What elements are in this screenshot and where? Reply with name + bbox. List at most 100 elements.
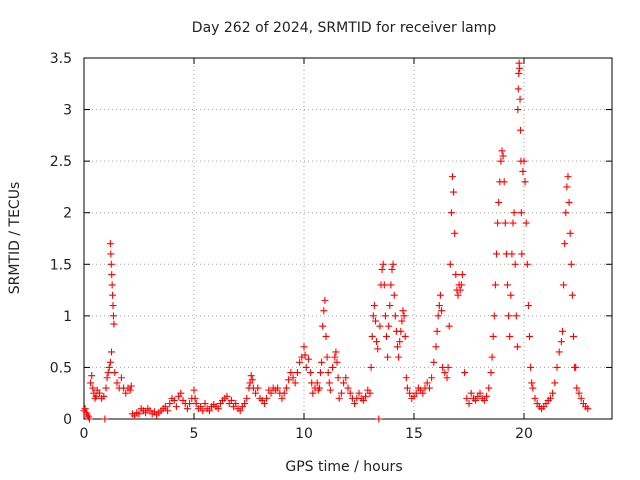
data-point-marker <box>516 64 524 72</box>
data-point-marker <box>113 379 121 387</box>
data-point-marker <box>117 374 125 382</box>
data-point-marker <box>458 271 466 279</box>
data-point-marker <box>515 69 523 77</box>
data-point-marker <box>419 389 427 397</box>
data-point-marker <box>289 374 297 382</box>
data-point-marker <box>465 400 473 408</box>
data-point-marker <box>355 389 363 397</box>
data-point-marker <box>323 353 331 361</box>
data-point-marker <box>516 95 524 103</box>
data-point-marker <box>511 260 519 268</box>
data-point-marker <box>227 396 235 404</box>
data-point-marker <box>325 379 333 387</box>
data-point-marker <box>89 384 97 392</box>
data-point-marker <box>531 394 539 402</box>
data-point-marker <box>507 291 515 299</box>
data-point-marker <box>575 389 583 397</box>
data-point-marker <box>472 396 480 404</box>
data-point-marker <box>384 353 392 361</box>
data-point-marker <box>318 358 326 366</box>
data-point-marker <box>108 271 116 279</box>
data-point-marker <box>489 332 497 340</box>
data-point-marker <box>267 389 275 397</box>
x-tick-label: 15 <box>405 426 423 442</box>
y-tick-label: 1 <box>63 309 72 325</box>
data-point-marker <box>232 400 240 408</box>
data-point-marker <box>379 260 387 268</box>
data-point-marker <box>337 389 345 397</box>
data-point-marker <box>197 403 205 411</box>
data-point-marker <box>526 332 533 340</box>
data-point-marker <box>374 345 382 353</box>
data-point-marker <box>304 355 312 363</box>
data-point-marker <box>135 410 143 418</box>
data-point-marker <box>401 332 409 340</box>
data-point-marker <box>488 353 496 361</box>
data-point-marker <box>190 386 198 394</box>
data-point-marker <box>423 379 431 387</box>
data-point-marker <box>320 307 328 315</box>
data-point-marker <box>319 322 327 330</box>
y-tick-label: 0 <box>63 412 72 428</box>
data-point-marker <box>183 405 191 413</box>
data-point-marker <box>461 369 469 377</box>
data-point-marker <box>170 396 178 404</box>
data-point-marker <box>425 384 433 392</box>
data-point-marker <box>381 312 389 320</box>
data-point-marker <box>438 307 445 315</box>
data-point-marker <box>86 415 93 423</box>
y-tick-label: 2 <box>63 206 72 222</box>
data-point-marker <box>127 382 135 390</box>
data-point-marker <box>236 407 244 415</box>
data-point-marker <box>577 394 585 402</box>
y-tick-label: 3.5 <box>50 51 72 67</box>
data-point-marker <box>88 372 96 380</box>
data-point-marker <box>300 343 308 351</box>
data-point-marker <box>561 240 569 248</box>
data-point-marker <box>101 415 109 423</box>
data-point-marker <box>386 302 394 310</box>
axis-ticks <box>83 57 612 420</box>
data-point-marker <box>524 302 532 310</box>
data-point-marker <box>567 260 575 268</box>
data-point-marker <box>302 363 310 371</box>
data-point-marker <box>333 358 341 366</box>
data-point-marker <box>509 219 517 227</box>
data-point-marker <box>522 219 530 227</box>
data-point-marker <box>520 157 528 165</box>
data-point-marker <box>362 392 370 400</box>
data-point-marker <box>566 229 574 237</box>
data-point-marker <box>562 209 570 217</box>
data-point-marker <box>557 338 565 346</box>
data-point-marker <box>368 332 376 340</box>
data-point-marker <box>199 407 207 415</box>
data-point-marker <box>573 384 581 392</box>
data-point-marker <box>373 338 381 346</box>
data-point-marker <box>254 384 262 392</box>
data-point-marker <box>447 209 455 217</box>
data-point-marker <box>397 327 405 335</box>
data-point-marker <box>516 126 524 134</box>
data-series-srmtid <box>80 59 592 423</box>
data-point-marker <box>403 384 411 392</box>
data-point-marker <box>291 379 299 387</box>
data-point-marker <box>451 229 459 237</box>
data-point-marker <box>517 209 525 217</box>
x-tick-label: 10 <box>295 426 313 442</box>
plot-frame <box>83 57 613 420</box>
data-point-marker <box>487 369 495 377</box>
data-point-marker <box>428 374 436 382</box>
data-point-marker <box>186 400 194 408</box>
data-point-marker <box>214 405 222 413</box>
data-point-marker <box>282 384 290 392</box>
data-point-marker <box>107 260 115 268</box>
data-point-marker <box>497 157 505 165</box>
data-point-marker <box>513 343 521 351</box>
data-point-marker <box>568 291 576 299</box>
data-point-marker <box>110 320 118 328</box>
data-point-marker <box>205 407 213 415</box>
data-point-marker <box>570 332 577 340</box>
data-point-marker <box>326 386 334 394</box>
data-point-marker <box>106 358 114 366</box>
